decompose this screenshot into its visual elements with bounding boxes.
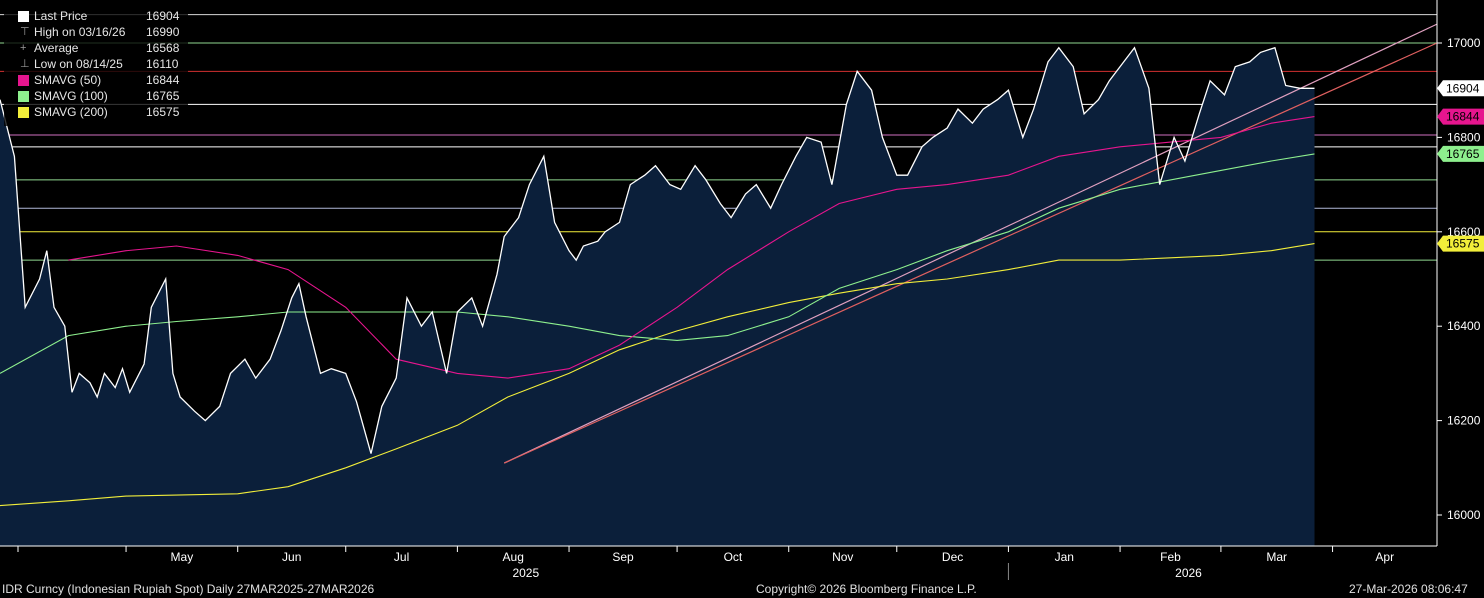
legend-item: ⊤ High on 03/16/26 16990 [4,24,188,40]
series-line-smavg-50- [68,116,1315,379]
year-label: 2025 [512,566,539,580]
legend-label: SMAVG (50) [34,73,102,87]
series-line-smavg-100- [0,153,1315,374]
value-tag-label: 16765 [1446,147,1480,161]
value-tag-label: 16904 [1446,81,1480,95]
price-area [0,47,1315,546]
legend-value: 16575 [146,105,180,119]
legend-value: 16765 [146,89,180,103]
x-tick-label: Jun [282,550,301,564]
legend-value: 16844 [146,73,180,87]
year-label: 2026 [1175,566,1202,580]
value-tag-box [1437,80,1484,97]
high-marker-icon: ⊤ [20,26,30,38]
legend-label: Low on 08/14/25 [34,57,123,71]
legend-item: ⊥ Low on 08/14/25 16110 [4,56,188,72]
legend-swatch [18,75,29,86]
trend-line-1 [503,42,1438,464]
copyright-text: Copyright© 2026 Bloomberg Finance L.P. [756,582,977,596]
legend-value: 16990 [146,25,180,39]
legend-swatch [18,91,29,102]
legend-swatch [18,107,29,118]
security-description: IDR Curncy (Indonesian Rupiah Spot) Dail… [2,582,375,596]
y-tick-label: 16600 [1447,225,1481,239]
value-tag-label: 16575 [1446,237,1480,251]
axes: 16000 16200 16400 16600 16800 17000 May Jun Jul A… [0,0,1481,580]
x-tick-label: Jul [394,550,409,564]
price-chart: 16000 16200 16400 16600 16800 17000 May Jun Jul A… [0,0,1484,580]
x-tick-label: Dec [942,550,963,564]
x-tick-label: Mar [1266,550,1287,564]
x-tick-label: Oct [724,550,743,564]
series-lines [0,46,1315,507]
x-tick-label: Apr [1375,550,1394,564]
value-tag-box [1437,235,1484,252]
legend-value: 16110 [146,57,179,71]
x-tick-label: May [171,550,194,564]
legend-label: Average [34,41,79,55]
x-tick-label: Jan [1055,550,1074,564]
chart-legend: Last Price 16904 ⊤ High on 03/16/26 16990 + Av… [4,8,188,126]
legend-value: 16904 [146,9,180,23]
average-marker-icon: + [20,42,27,54]
y-tick-label: 16800 [1447,130,1481,144]
legend-item: SMAVG (200) 16575 [4,104,188,120]
value-tag-label: 16844 [1446,110,1480,124]
x-tick-label: Sep [612,550,634,564]
y-tick-label: 17000 [1447,36,1481,50]
y-tick-label: 16000 [1447,508,1481,522]
value-tags: 16904 16844 16765 16575 [1437,80,1484,252]
series-line-smavg-200- [0,243,1315,507]
legend-item: + Average 16568 [4,40,188,56]
value-tag-box [1437,108,1484,125]
legend-swatch [18,11,29,22]
y-tick-label: 16400 [1447,319,1481,333]
footer-bar: IDR Curncy (Indonesian Rupiah Spot) Dail… [0,581,1484,598]
legend-item: SMAVG (50) 16844 [4,72,188,88]
x-tick-label: Nov [832,550,853,564]
y-tick-label: 16200 [1447,414,1481,428]
value-tag-box [1437,145,1484,162]
legend-value: 16568 [146,41,180,55]
x-tick-label: Feb [1160,550,1181,564]
legend-label: High on 03/16/26 [34,25,126,39]
legend-item: SMAVG (100) 16765 [4,88,188,104]
x-tick-label: Aug [503,550,524,564]
price-area-fill [0,47,1315,546]
legend-label: SMAVG (100) [34,89,108,103]
legend-item: Last Price 16904 [4,8,188,24]
legend-label: SMAVG (200) [34,105,108,119]
low-marker-icon: ⊥ [20,58,30,70]
timestamp: 27-Mar-2026 08:06:47 [1349,582,1468,596]
legend-label: Last Price [34,9,88,23]
series-line-last-price [0,46,1315,454]
